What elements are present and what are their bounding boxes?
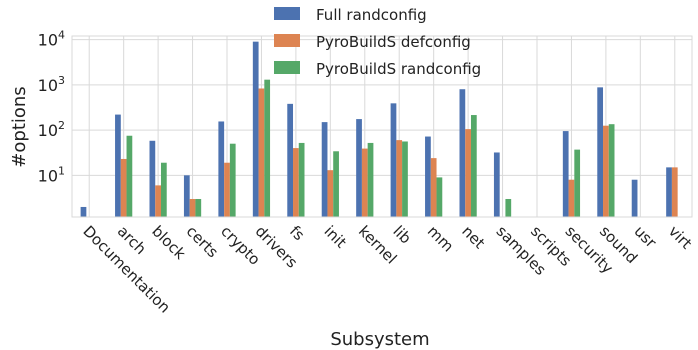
bar-pyrobuilds-defconfig <box>224 162 230 217</box>
bar-full-randconfig <box>287 103 294 217</box>
bar-full-randconfig <box>356 119 362 217</box>
bar-full-randconfig <box>218 121 225 217</box>
legend-label-pyrobuilds-randconfig: PyroBuildS randconfig <box>316 60 481 78</box>
bars-layer <box>80 41 678 218</box>
bar-full-randconfig <box>149 140 156 217</box>
x-tick-label: mm <box>424 222 457 255</box>
legend-swatch-pyrobuilds-randconfig <box>274 61 300 74</box>
bar-full-randconfig <box>425 136 431 217</box>
bar-pyrobuilds-randconfig <box>574 149 581 217</box>
bar-pyrobuilds-defconfig <box>155 185 161 217</box>
y-tick-label: 103 <box>38 74 65 95</box>
bar-pyrobuilds-randconfig <box>126 135 133 217</box>
bar-pyrobuilds-defconfig <box>430 158 437 217</box>
bar-pyrobuilds-defconfig <box>603 125 609 217</box>
bar-full-randconfig <box>390 103 397 217</box>
bar-full-randconfig <box>183 175 190 217</box>
bar-full-randconfig <box>459 89 466 217</box>
grid-layer <box>72 36 692 217</box>
legend-label-full-randconfig: Full randconfig <box>316 6 427 24</box>
legend-swatch-pyrobuilds-defconfig <box>274 34 300 47</box>
bar-full-randconfig <box>666 167 672 217</box>
bar-pyrobuilds-randconfig <box>229 143 236 217</box>
bar-pyrobuilds-defconfig <box>568 179 575 217</box>
y-tick-label: 104 <box>38 29 65 50</box>
bar-pyrobuilds-defconfig <box>189 198 196 217</box>
bar-full-randconfig <box>80 206 87 217</box>
x-tick-label: net <box>458 222 488 252</box>
legend-label-pyrobuilds-defconfig: PyroBuildS defconfig <box>316 33 471 51</box>
bar-pyrobuilds-defconfig <box>671 167 678 217</box>
bar-pyrobuilds-randconfig <box>160 162 167 217</box>
legend: Full randconfig PyroBuildS defconfig PyroB… <box>274 6 481 78</box>
x-tick-label: kernel <box>355 222 400 267</box>
legend-swatch-full-randconfig <box>274 7 300 20</box>
bar-pyrobuilds-randconfig <box>436 177 443 217</box>
x-tick-label: fs <box>286 222 308 244</box>
bar-pyrobuilds-randconfig <box>195 198 202 217</box>
bar-pyrobuilds-defconfig <box>293 148 299 217</box>
bar-pyrobuilds-defconfig <box>258 88 265 218</box>
bar-pyrobuilds-defconfig <box>396 140 403 217</box>
bar-pyrobuilds-defconfig <box>465 129 471 217</box>
bar-full-randconfig <box>321 122 328 217</box>
bar-full-randconfig <box>631 179 638 217</box>
bar-pyrobuilds-defconfig <box>327 170 334 217</box>
bar-full-randconfig <box>493 152 500 217</box>
bar-full-randconfig <box>252 41 259 218</box>
x-tick-label: virt <box>665 222 696 253</box>
bar-pyrobuilds-defconfig <box>120 158 127 217</box>
bar-pyrobuilds-randconfig <box>298 142 305 217</box>
plot-frame <box>71 35 693 218</box>
bar-full-randconfig <box>562 131 569 217</box>
x-tick-label: certs <box>183 222 222 261</box>
bar-full-randconfig <box>115 114 121 217</box>
bar-pyrobuilds-randconfig <box>367 142 374 217</box>
bar-pyrobuilds-randconfig <box>470 115 477 217</box>
x-axis-title: Subsystem <box>330 329 429 350</box>
x-tick-label: block <box>148 222 189 263</box>
bar-pyrobuilds-randconfig <box>402 141 408 217</box>
y-axis-title: #options <box>9 86 30 167</box>
bar-pyrobuilds-randconfig <box>333 151 339 217</box>
y-tick-label: 101 <box>38 164 65 185</box>
bar-pyrobuilds-defconfig <box>361 148 368 217</box>
bar-full-randconfig <box>597 87 604 217</box>
x-tick-label: init <box>321 222 351 252</box>
bar-pyrobuilds-randconfig <box>264 79 271 217</box>
bar-pyrobuilds-randconfig <box>608 124 615 217</box>
x-tick-label: lib <box>389 222 414 247</box>
bar-pyrobuilds-randconfig <box>505 198 512 217</box>
y-tick-label: 102 <box>38 119 65 140</box>
